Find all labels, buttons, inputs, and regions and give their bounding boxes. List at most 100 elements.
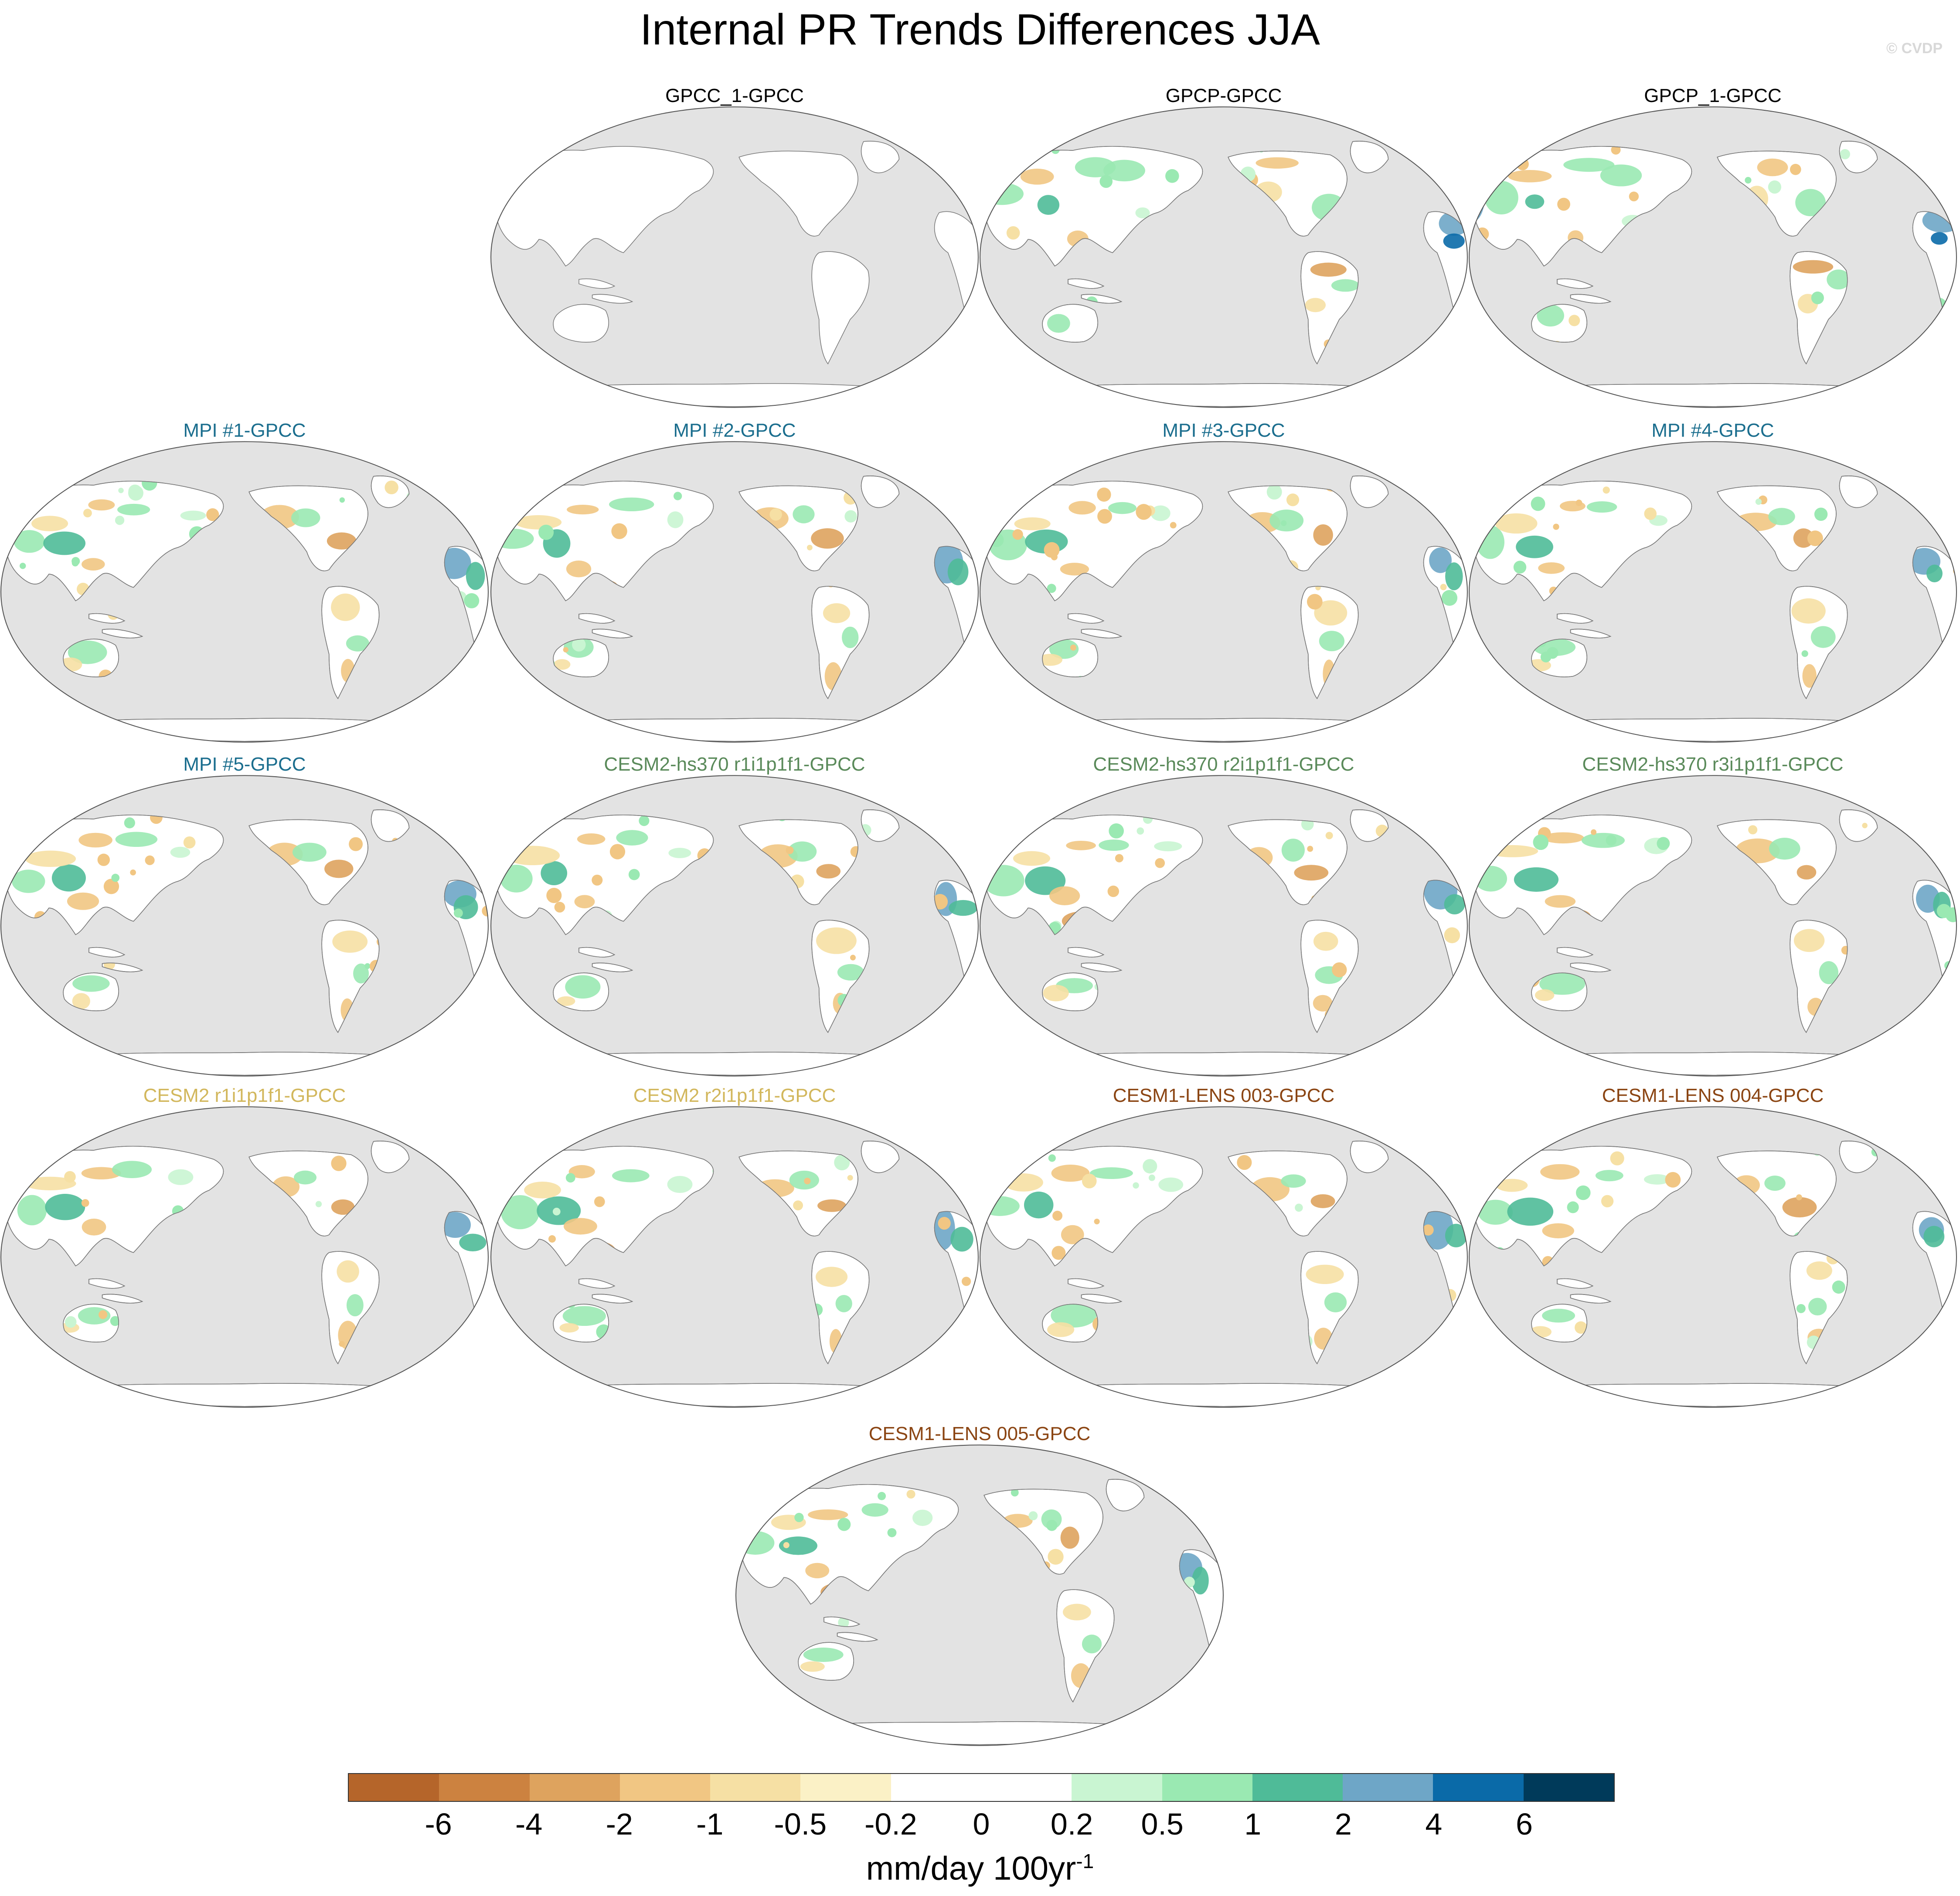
trend-patch	[800, 1661, 825, 1672]
trend-speck	[498, 994, 513, 1009]
trend-speck	[1416, 489, 1429, 502]
indonesia-coastline	[1068, 613, 1123, 639]
south-america-coastline	[1300, 920, 1359, 1033]
greenland-coastline	[861, 1141, 900, 1173]
trend-speck	[1611, 145, 1621, 155]
indonesia-coastline	[578, 947, 633, 972]
trend-speck	[1540, 652, 1552, 663]
trend-patch	[1037, 195, 1060, 215]
trend-speck	[609, 844, 626, 860]
trend-speck	[1932, 516, 1943, 527]
trend-speck	[110, 1316, 120, 1326]
trend-speck	[1644, 507, 1657, 520]
trend-speck	[1606, 835, 1617, 846]
trend-patch	[292, 843, 327, 862]
asia-europe-coastline	[493, 481, 714, 601]
antarctica-landmass	[1032, 718, 1415, 742]
north-america-coastline	[1228, 485, 1348, 571]
trend-patch	[1306, 1264, 1344, 1284]
trend-speck	[1483, 1341, 1495, 1353]
greenland-coastline	[371, 476, 410, 508]
trend-patch	[1158, 1177, 1184, 1192]
trend-speck	[673, 492, 682, 500]
australia-coastline	[1531, 304, 1587, 343]
trend-speck	[1796, 1304, 1806, 1313]
trend-patch	[565, 975, 601, 999]
australia-coastline	[553, 972, 609, 1011]
trend-patch	[337, 1260, 359, 1283]
trend-patch	[67, 892, 99, 910]
trend-patch	[1644, 1174, 1670, 1185]
world-map	[735, 1444, 1224, 1746]
trend-patch	[1047, 314, 1070, 333]
trend-patch	[327, 532, 357, 550]
south-america-coastline	[1790, 1251, 1848, 1365]
colorbar-tick-label: 6	[1515, 1807, 1533, 1841]
greenland-coastline	[861, 476, 900, 508]
australia-coastline	[63, 639, 119, 677]
australia-coastline	[63, 972, 119, 1011]
trend-speck	[64, 1171, 76, 1183]
australia-coastline	[798, 1642, 854, 1681]
trend-patch	[180, 510, 206, 521]
trend-speck	[1657, 837, 1670, 850]
trend-patch	[1051, 1303, 1097, 1328]
trend-patch	[170, 846, 191, 858]
trend-speck	[81, 1199, 89, 1207]
trend-speck	[1325, 832, 1333, 839]
trend-speck	[628, 869, 640, 880]
trend-speck	[1422, 1224, 1434, 1236]
asia-europe-coastline	[982, 1146, 1203, 1267]
trend-speck	[1790, 163, 1801, 175]
trend-speck	[1811, 291, 1824, 305]
antarctica-landmass	[543, 718, 926, 742]
trend-speck	[97, 853, 110, 866]
trend-patch	[1305, 298, 1326, 313]
antarctica-landmass	[1521, 1052, 1904, 1076]
trend-patch	[616, 830, 648, 846]
greenland-coastline	[1839, 476, 1878, 508]
trend-patch	[1331, 279, 1360, 292]
trend-patch	[1281, 839, 1305, 862]
indonesia-coastline	[1557, 278, 1612, 304]
map-border	[490, 106, 979, 408]
trend-patch	[500, 1195, 540, 1230]
trend-patch	[554, 659, 571, 670]
panel-title: CESM2 r1i1p1f1-GPCC	[143, 1085, 346, 1106]
map-panel: CESM2 r2i1p1f1-GPCC	[490, 1084, 979, 1419]
trend-patch	[811, 528, 844, 549]
trend-speck	[1601, 1195, 1614, 1208]
trend-speck	[838, 1617, 849, 1628]
trend-patch	[779, 1536, 817, 1555]
trend-patch	[816, 1267, 848, 1287]
trend-speck	[1832, 1280, 1845, 1294]
trend-patch	[1020, 168, 1054, 185]
colorbar-box	[1523, 1774, 1614, 1801]
trend-patch	[609, 497, 654, 511]
trend-patch	[1769, 838, 1800, 860]
trend-speck	[71, 559, 79, 567]
trend-speck	[1533, 834, 1548, 850]
trend-patch	[823, 603, 851, 623]
trend-speck	[794, 1512, 804, 1522]
trend-patch	[1135, 207, 1150, 218]
trend-speck	[844, 510, 857, 523]
trend-patch	[1508, 170, 1552, 183]
map-panel: CESM2 r1i1p1f1-GPCC	[0, 1084, 489, 1419]
map-panel: CESM2-hs370 r3i1p1f1-GPCC	[1468, 752, 1957, 1088]
panel-title: MPI #2-GPCC	[673, 420, 796, 441]
trend-speck	[554, 902, 565, 913]
trend-speck	[315, 1201, 322, 1207]
trend-patch	[331, 1199, 355, 1215]
map-panel: GPCP_1-GPCC	[1468, 84, 1957, 419]
colorbar-tick-label: -2	[606, 1807, 633, 1841]
trend-speck	[1426, 689, 1432, 695]
trend-speck	[847, 1175, 853, 1181]
trend-speck	[339, 1341, 345, 1347]
trend-speck	[99, 1310, 108, 1319]
trend-patch	[1443, 233, 1465, 249]
trend-patch	[1808, 1298, 1827, 1315]
trend-patch	[1795, 189, 1826, 217]
trend-speck	[738, 1532, 751, 1545]
trend-speck	[496, 858, 509, 871]
